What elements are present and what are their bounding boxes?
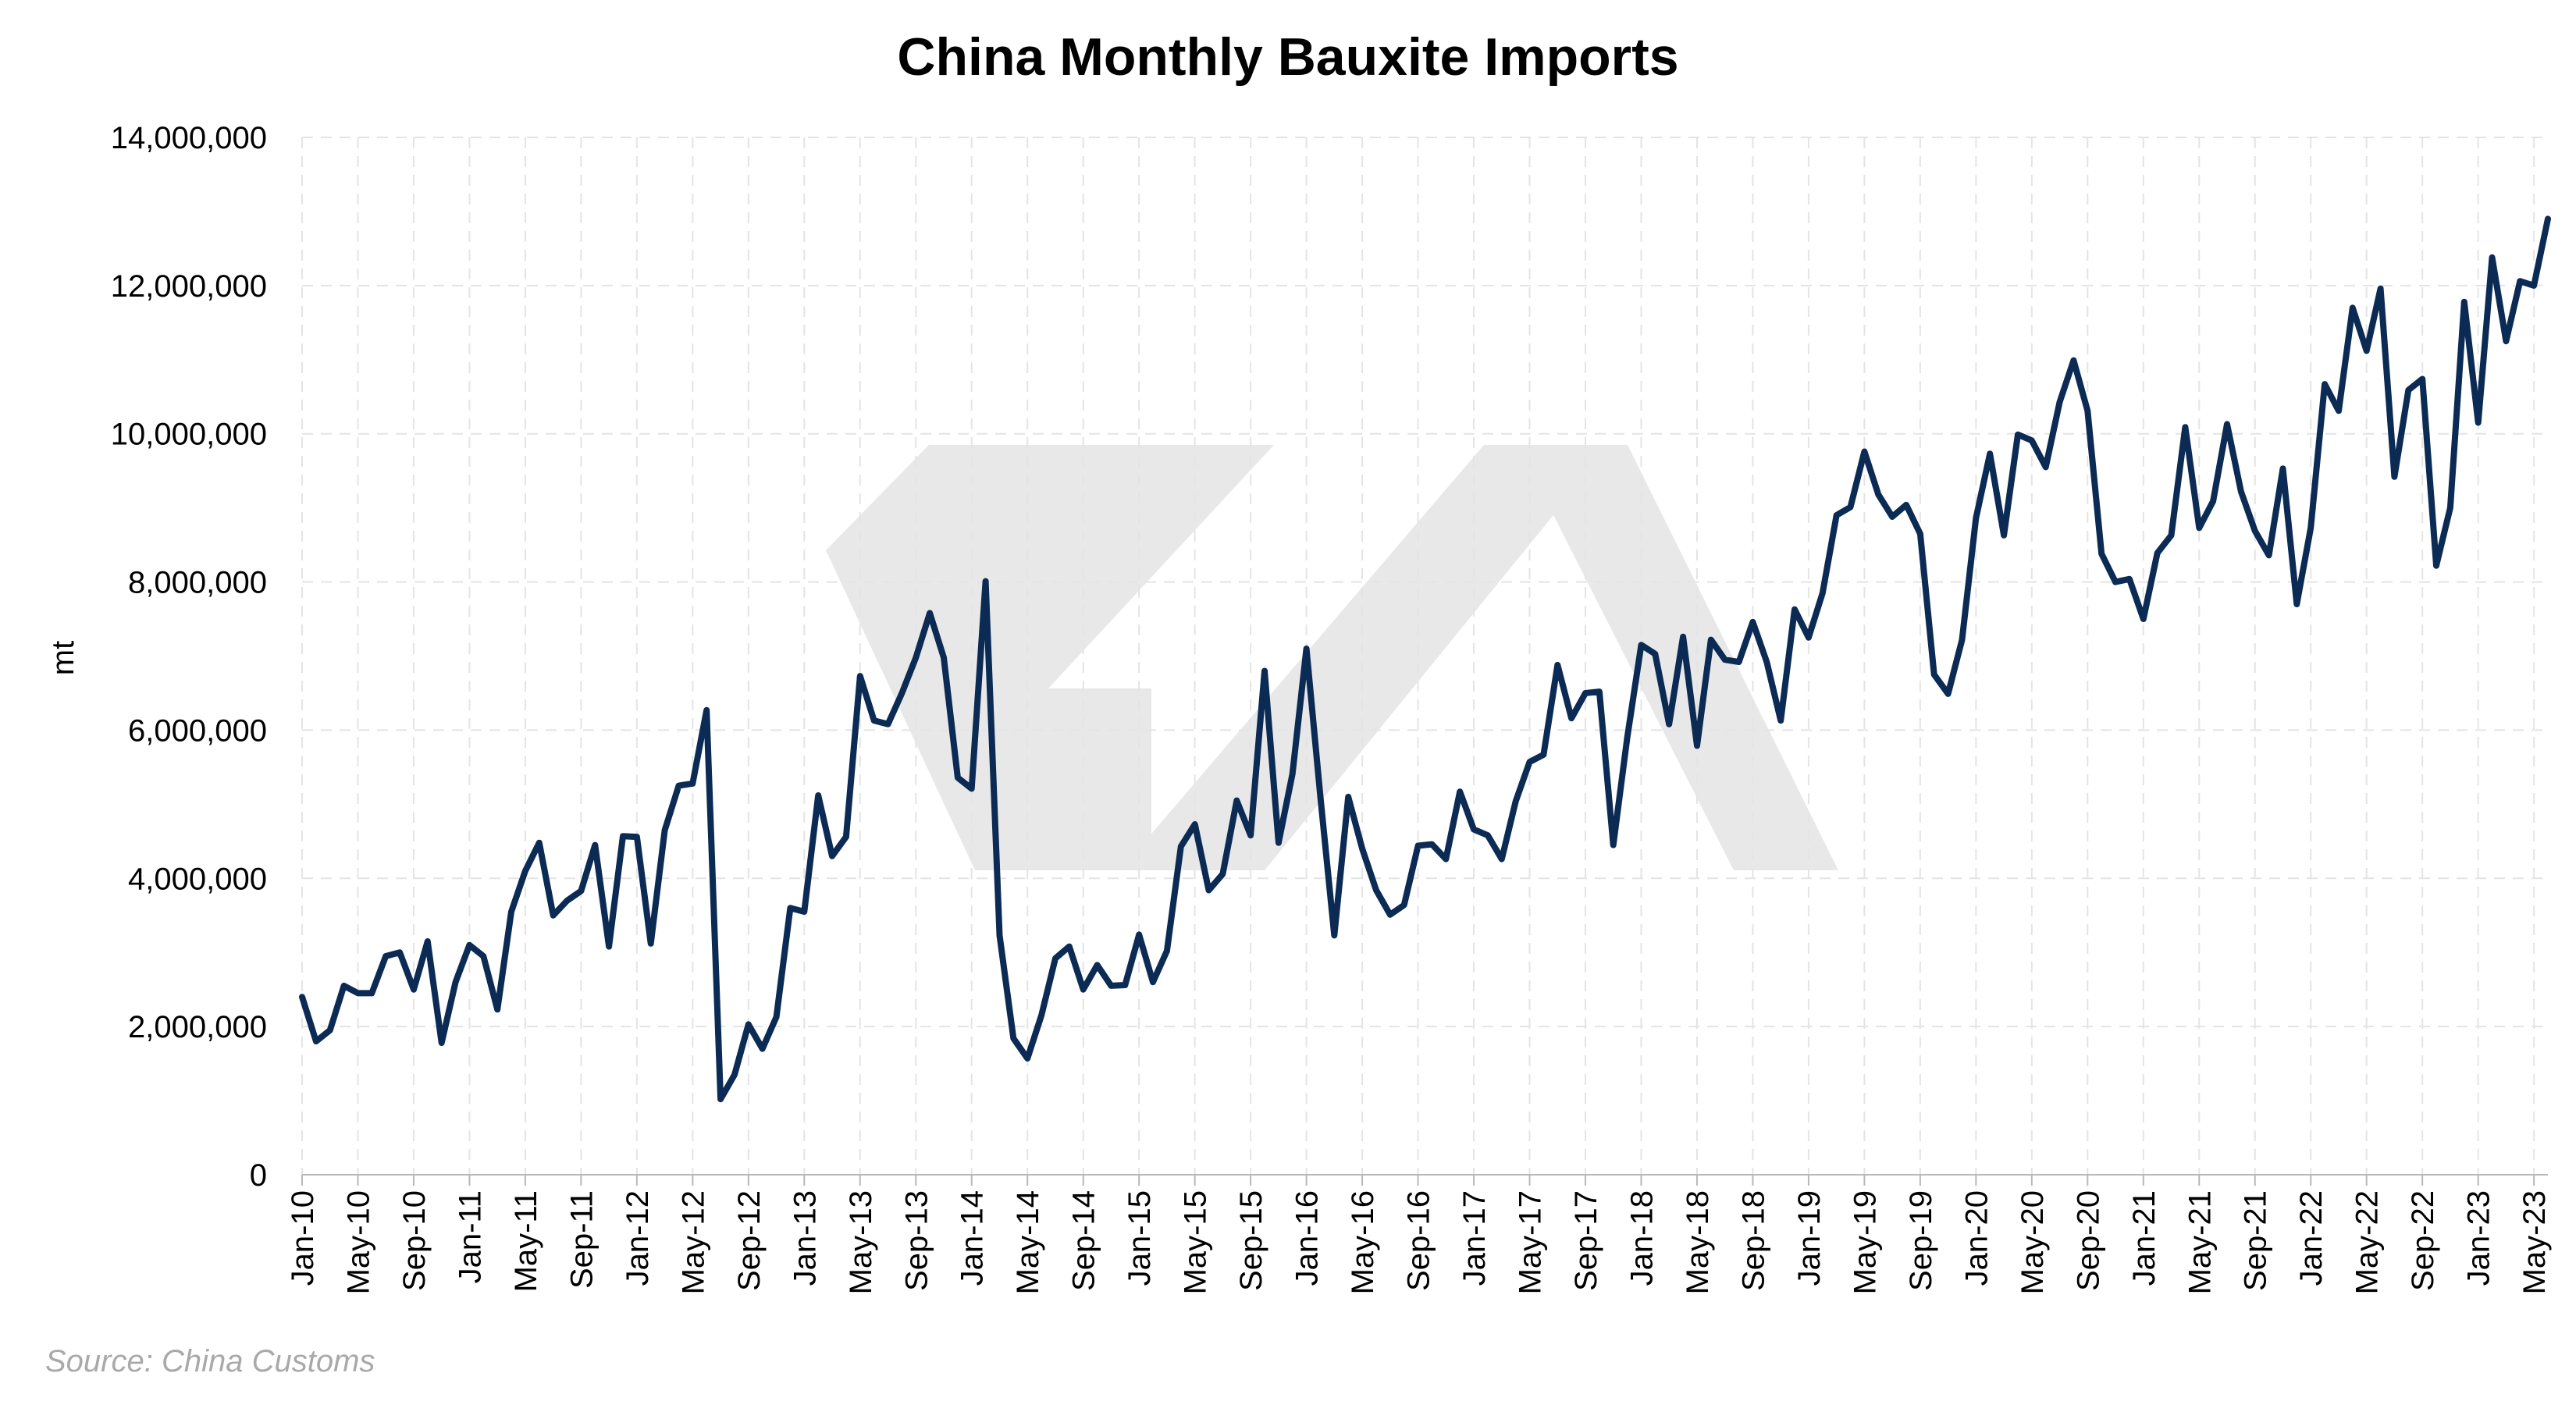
x-tick-label: Jan-16: [1290, 1190, 1325, 1286]
x-tick-label: Jan-18: [1624, 1190, 1659, 1286]
chart-grid: [301, 137, 2548, 1175]
y-tick-label: 10,000,000: [111, 418, 267, 452]
x-tick-label: Jan-17: [1457, 1190, 1492, 1286]
y-tick-label: 0: [250, 1158, 267, 1193]
x-tick-label: Sep-19: [1904, 1190, 1938, 1291]
x-tick-label: May-13: [844, 1190, 878, 1294]
x-tick-label: Sep-14: [1067, 1190, 1101, 1291]
x-tick-label: Jan-23: [2462, 1190, 2496, 1286]
x-tick-label: May-22: [2350, 1190, 2385, 1294]
x-tick-label: Sep-20: [2071, 1190, 2105, 1291]
x-tick-label: Sep-22: [2406, 1190, 2440, 1291]
x-tick-label: Jan-10: [286, 1190, 320, 1286]
x-tick-label: Jan-13: [788, 1190, 822, 1286]
x-tick-label: Jan-21: [2127, 1190, 2161, 1286]
y-tick-label: 8,000,000: [128, 566, 267, 600]
x-tick-label: Sep-21: [2239, 1190, 2273, 1291]
x-tick-label: May-15: [1179, 1190, 1213, 1294]
x-tick-label: Jan-20: [1959, 1190, 1994, 1286]
source-note: Source: China Customs: [45, 1344, 375, 1378]
x-tick-label: May-17: [1514, 1190, 1548, 1294]
y-axis-label: mt: [46, 641, 80, 675]
x-tick-label: May-10: [341, 1190, 375, 1294]
x-tick-label: May-21: [2183, 1190, 2217, 1294]
x-tick-label: May-12: [676, 1190, 710, 1294]
y-axis-ticks: 0 2,000,000 4,000,000 6,000,000 8,000,000 10,…: [111, 121, 267, 1193]
chart-axes: [301, 1174, 2548, 1186]
x-tick-label: Jan-14: [955, 1190, 990, 1286]
x-tick-label: Sep-11: [564, 1190, 599, 1289]
x-tick-label: Sep-16: [1402, 1190, 1436, 1291]
x-tick-label: Sep-18: [1736, 1190, 1770, 1291]
x-tick-label: Sep-10: [397, 1190, 432, 1291]
x-tick-label: Jan-15: [1123, 1190, 1157, 1286]
x-tick-label: May-16: [1346, 1190, 1380, 1294]
x-tick-label: Jan-12: [621, 1190, 655, 1286]
x-tick-label: Sep-15: [1234, 1190, 1268, 1291]
x-tick-label: Sep-13: [899, 1190, 934, 1291]
x-tick-label: Sep-17: [1569, 1190, 1603, 1291]
watermark-left-shape: [826, 445, 1274, 870]
series-line-bauxite-imports: [299, 215, 2551, 1103]
x-tick-label: May-23: [2517, 1190, 2552, 1294]
x-tick-label: May-11: [509, 1190, 543, 1292]
x-tick-label: May-20: [2016, 1190, 2050, 1294]
x-tick-label: May-14: [1011, 1190, 1045, 1294]
y-tick-label: 4,000,000: [128, 862, 267, 896]
chart-series: [299, 215, 2551, 1103]
x-tick-label: Sep-12: [732, 1190, 767, 1291]
y-tick-label: 2,000,000: [128, 1010, 267, 1044]
y-tick-label: 6,000,000: [128, 713, 267, 748]
x-tick-label: May-18: [1681, 1190, 1715, 1294]
x-tick-label: Jan-11: [453, 1190, 487, 1283]
x-tick-label: Jan-19: [1792, 1190, 1827, 1286]
watermark-right-shape: [1120, 445, 1838, 870]
x-tick-label: Jan-22: [2294, 1190, 2329, 1286]
y-tick-label: 14,000,000: [111, 121, 267, 155]
chart-title: China Monthly Bauxite Imports: [897, 27, 1679, 87]
x-axis-ticks: Jan-10 May-10 Sep-10 Jan-11 May-11 Sep-11 Jan-…: [286, 1190, 2552, 1294]
y-tick-label: 12,000,000: [111, 269, 267, 304]
x-tick-label: May-19: [1848, 1190, 1882, 1294]
company-logo-watermark-icon: [826, 445, 1838, 870]
